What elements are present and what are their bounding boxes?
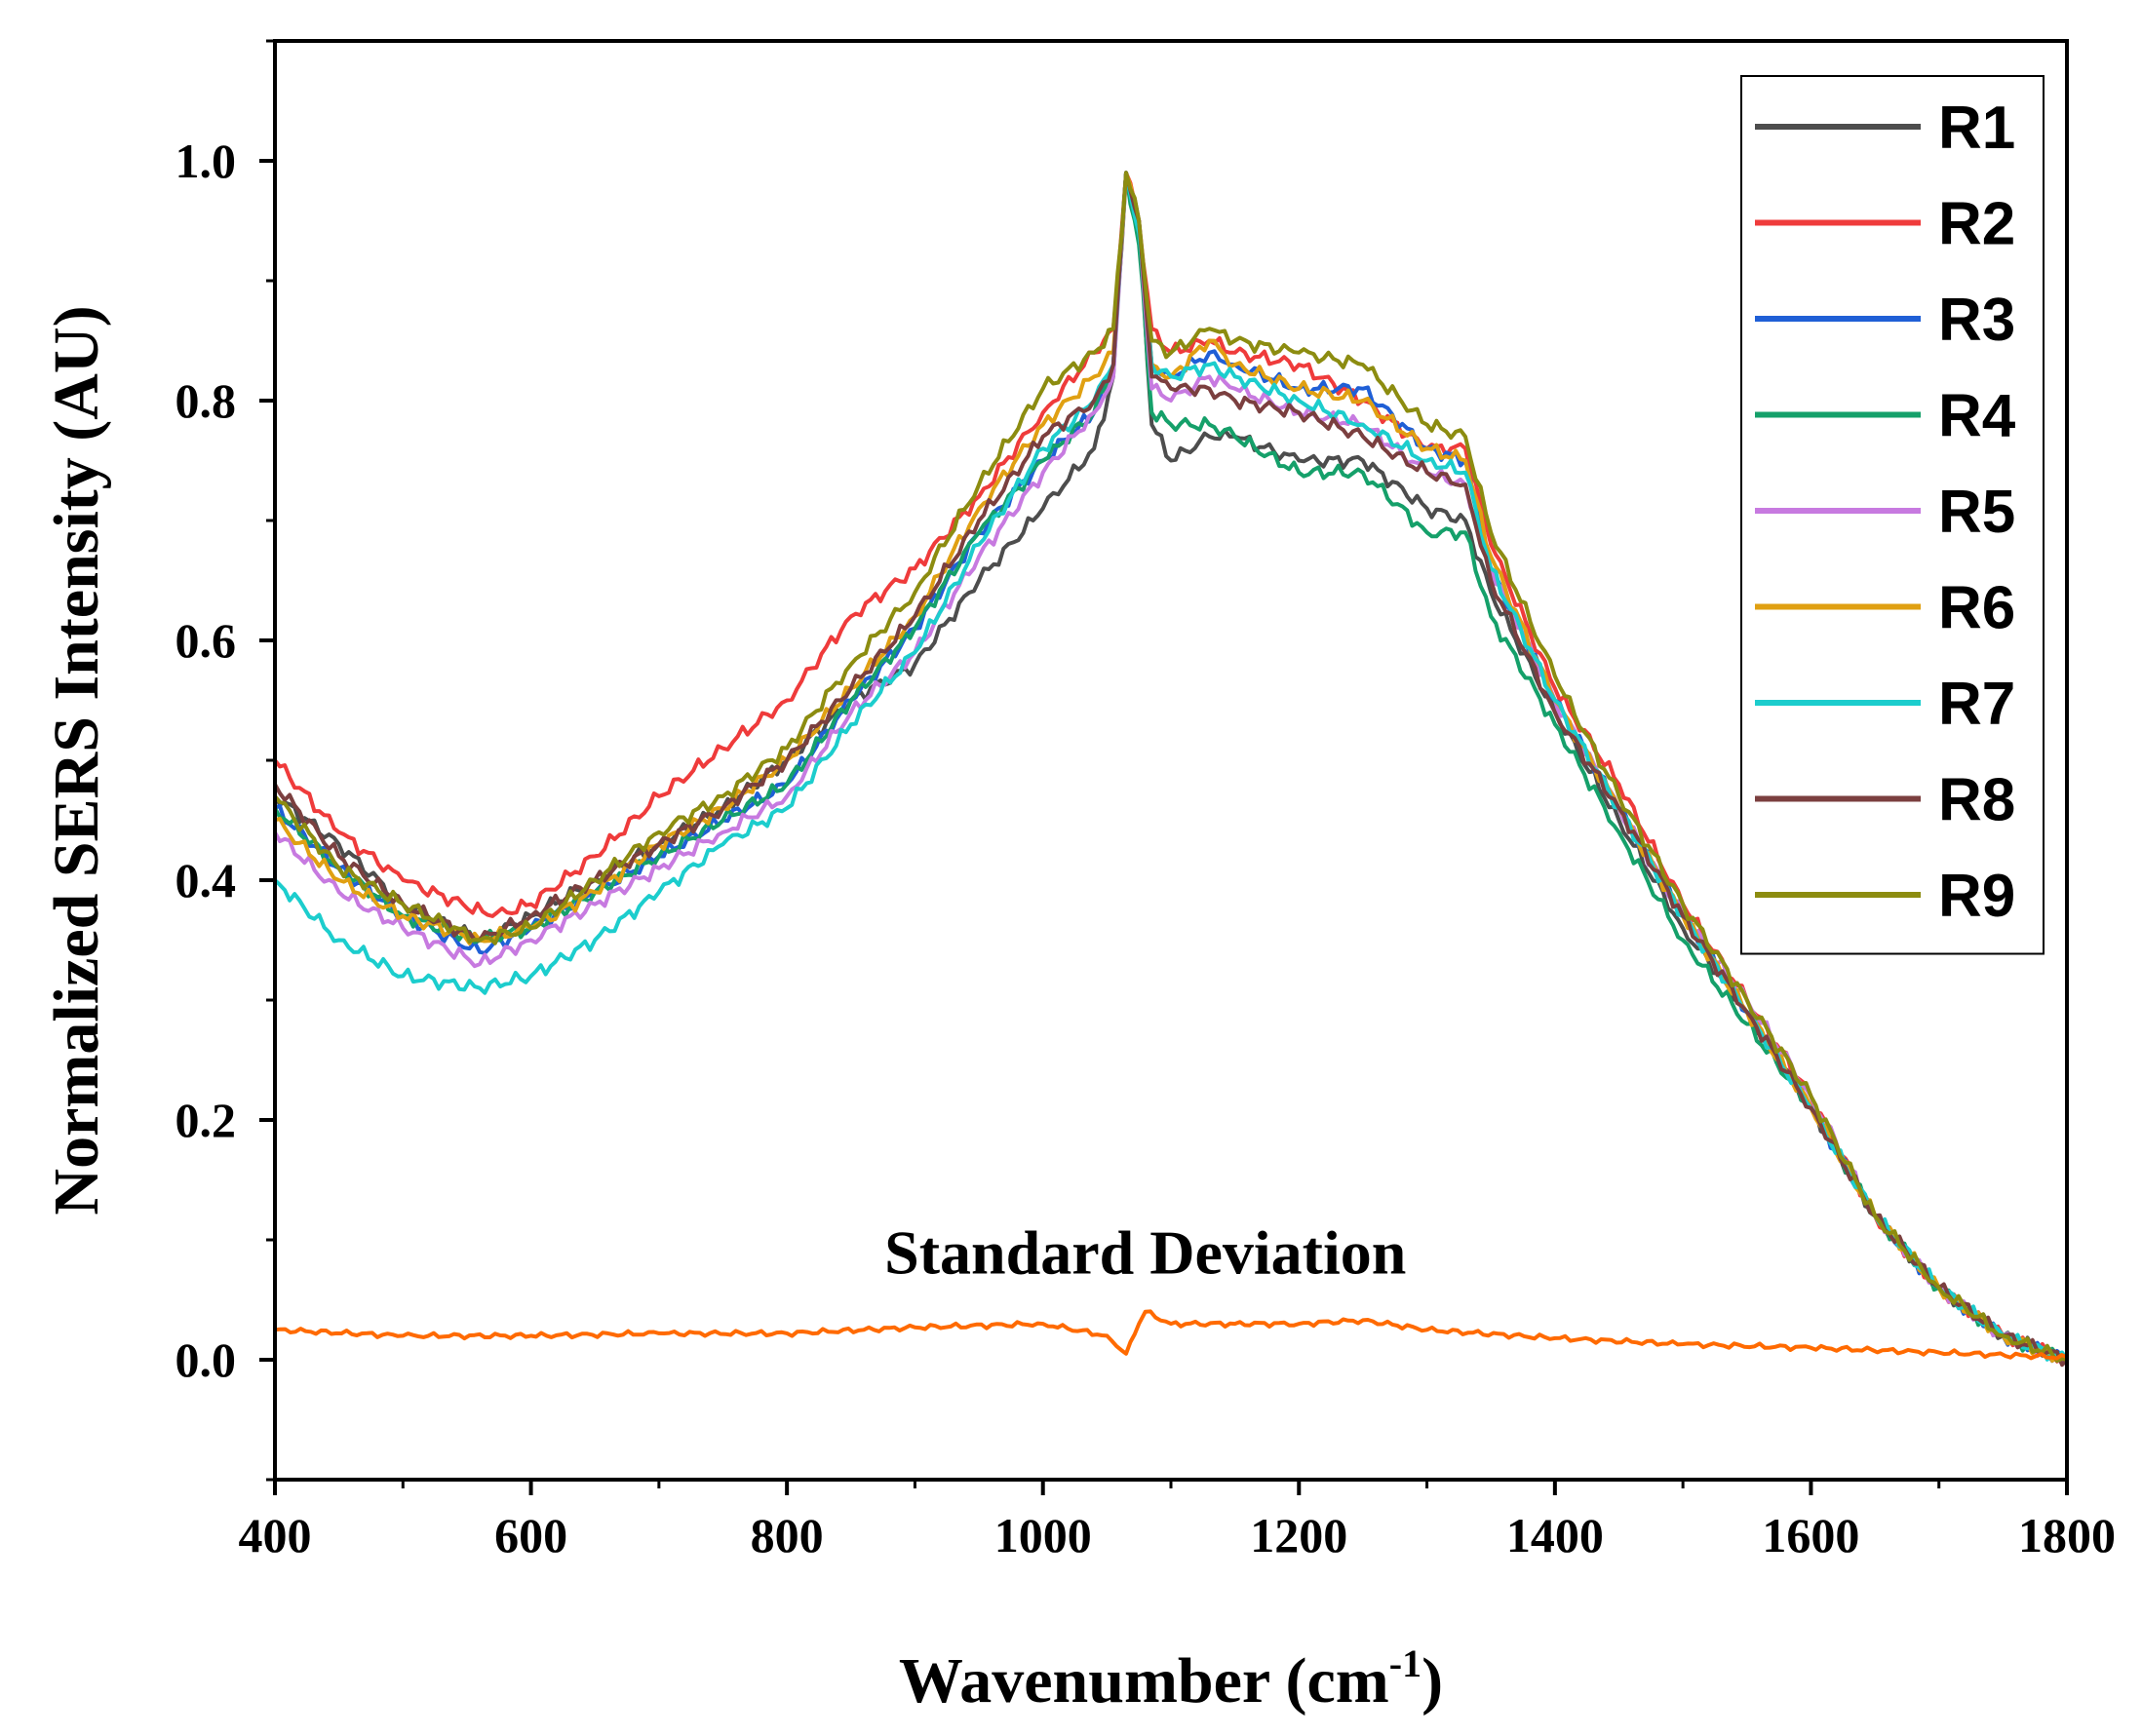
x-axis-title-main: Wavenumber (cm (899, 1645, 1389, 1717)
x-tick-label: 1800 (2018, 1508, 2116, 1562)
y-tick-label: 0.2 (175, 1093, 237, 1147)
legend-label-r7: R7 (1938, 671, 2015, 738)
x-tick-label: 400 (239, 1508, 312, 1562)
x-tick-label: 600 (494, 1508, 567, 1562)
series-layer (273, 171, 2069, 1368)
x-axis-title-superscript: -1 (1389, 1641, 1422, 1685)
x-tick-label: 1400 (1506, 1508, 1604, 1562)
y-tick-label: 0.6 (175, 613, 237, 668)
y-tick-label: 1.0 (175, 134, 237, 188)
y-tick-label: 0.0 (175, 1332, 237, 1387)
legend-label-r1: R1 (1938, 95, 2015, 162)
legend-label-r5: R5 (1938, 479, 2015, 546)
x-tick-label: 800 (751, 1508, 824, 1562)
series-line-standard-deviation (274, 1309, 2068, 1361)
ticks-layer: 400 600 800 1000 1200 1400 1600 1800 0.0 0.2 0.4 0.… (175, 39, 2116, 1562)
legend-label-r2: R2 (1938, 191, 2015, 258)
x-axis-title-suffix: ) (1422, 1645, 1443, 1717)
x-tick-label: 1000 (994, 1508, 1092, 1562)
series-line-r9 (273, 171, 2068, 1364)
y-axis-title: Normalized SERS Intensity (AU) (41, 305, 112, 1215)
x-tick-label: 1200 (1250, 1508, 1347, 1562)
legend-label-r4: R4 (1938, 383, 2016, 450)
x-axis-title: Wavenumber (cm-1) (899, 1641, 1443, 1717)
legend-label-r8: R8 (1938, 767, 2015, 834)
legend: R1 R2 R3 R4 R5 R6 R7 R8 R9 (1740, 75, 2045, 955)
y-tick-label: 0.4 (175, 853, 237, 907)
legend-label-r3: R3 (1938, 287, 2015, 354)
series-line-r8 (273, 171, 2069, 1368)
y-tick-label: 0.8 (175, 373, 237, 428)
series-line-r7 (273, 171, 2069, 1362)
std-deviation-label: Standard Deviation (884, 1217, 1406, 1287)
x-tick-label: 1600 (1762, 1508, 1859, 1562)
legend-label-r9: R9 (1938, 863, 2015, 930)
legend-label-r6: R6 (1938, 575, 2015, 642)
